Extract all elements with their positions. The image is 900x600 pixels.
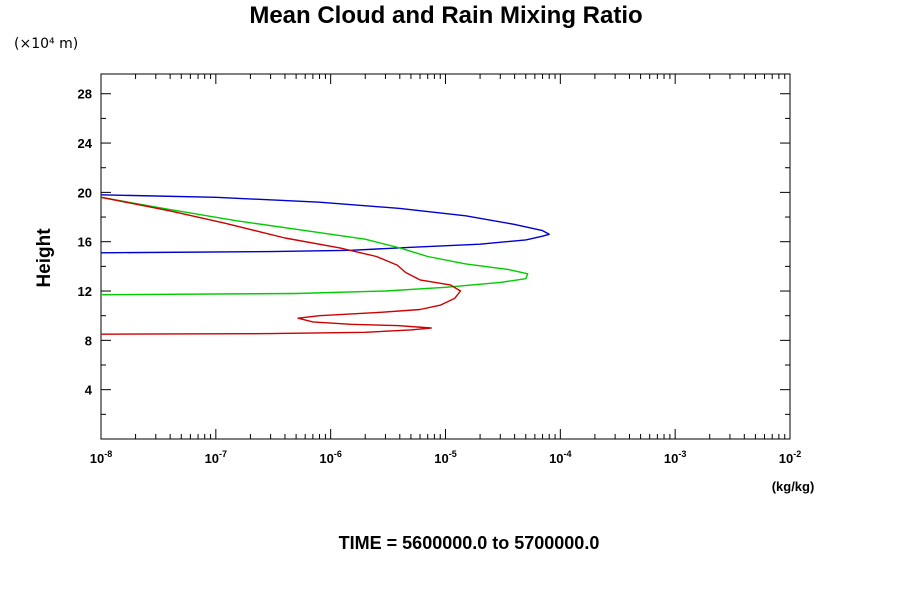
- y-tick-label: 24: [78, 136, 93, 151]
- x-axis-units: (kg/kg): [772, 479, 815, 494]
- y-tick-label: 28: [78, 87, 92, 102]
- x-tick-exponent: -4: [564, 449, 572, 459]
- y-tick-label: 12: [78, 284, 92, 299]
- y-axis-label: Height: [34, 228, 55, 288]
- x-tick-base: 10: [205, 451, 219, 466]
- chart-title: Mean Cloud and Rain Mixing Ratio: [249, 2, 642, 29]
- x-tick-base: 10: [664, 451, 678, 466]
- x-tick-label: 10-3: [664, 449, 686, 466]
- x-tick-exponent: -8: [104, 449, 112, 459]
- y-tick-label: 20: [78, 185, 92, 200]
- series-line-2: [100, 196, 529, 296]
- time-range-label: TIME = 5600000.0 to 5700000.0: [339, 533, 600, 553]
- y-tick-label: 16: [78, 235, 92, 250]
- x-tick-base: 10: [549, 451, 563, 466]
- series-line-1: [100, 194, 550, 254]
- x-tick-exponent: -5: [449, 449, 457, 459]
- x-tick-base: 10: [90, 451, 104, 466]
- x-tick-label: 10-4: [549, 449, 571, 466]
- series-line-3: [100, 196, 462, 335]
- y-multiplier-label: (×10⁴ m): [14, 36, 78, 52]
- x-tick-base: 10: [779, 451, 793, 466]
- y-tick-label: 8: [85, 333, 92, 348]
- x-tick-label: 10-5: [434, 449, 456, 466]
- x-tick-exponent: -3: [678, 449, 686, 459]
- y-tick-label: 4: [85, 383, 93, 398]
- x-tick-label: 10-7: [205, 449, 227, 466]
- x-tick-base: 10: [319, 451, 333, 466]
- x-tick-label: 10-2: [779, 449, 801, 466]
- series-layer: [100, 194, 550, 335]
- x-tick-exponent: -7: [219, 449, 227, 459]
- x-tick-base: 10: [434, 451, 448, 466]
- x-tick-exponent: -6: [334, 449, 342, 459]
- x-tick-label: 10-8: [90, 449, 112, 466]
- x-tick-label: 10-6: [319, 449, 341, 466]
- plot-frame: [100, 73, 791, 440]
- x-tick-exponent: -2: [793, 449, 801, 459]
